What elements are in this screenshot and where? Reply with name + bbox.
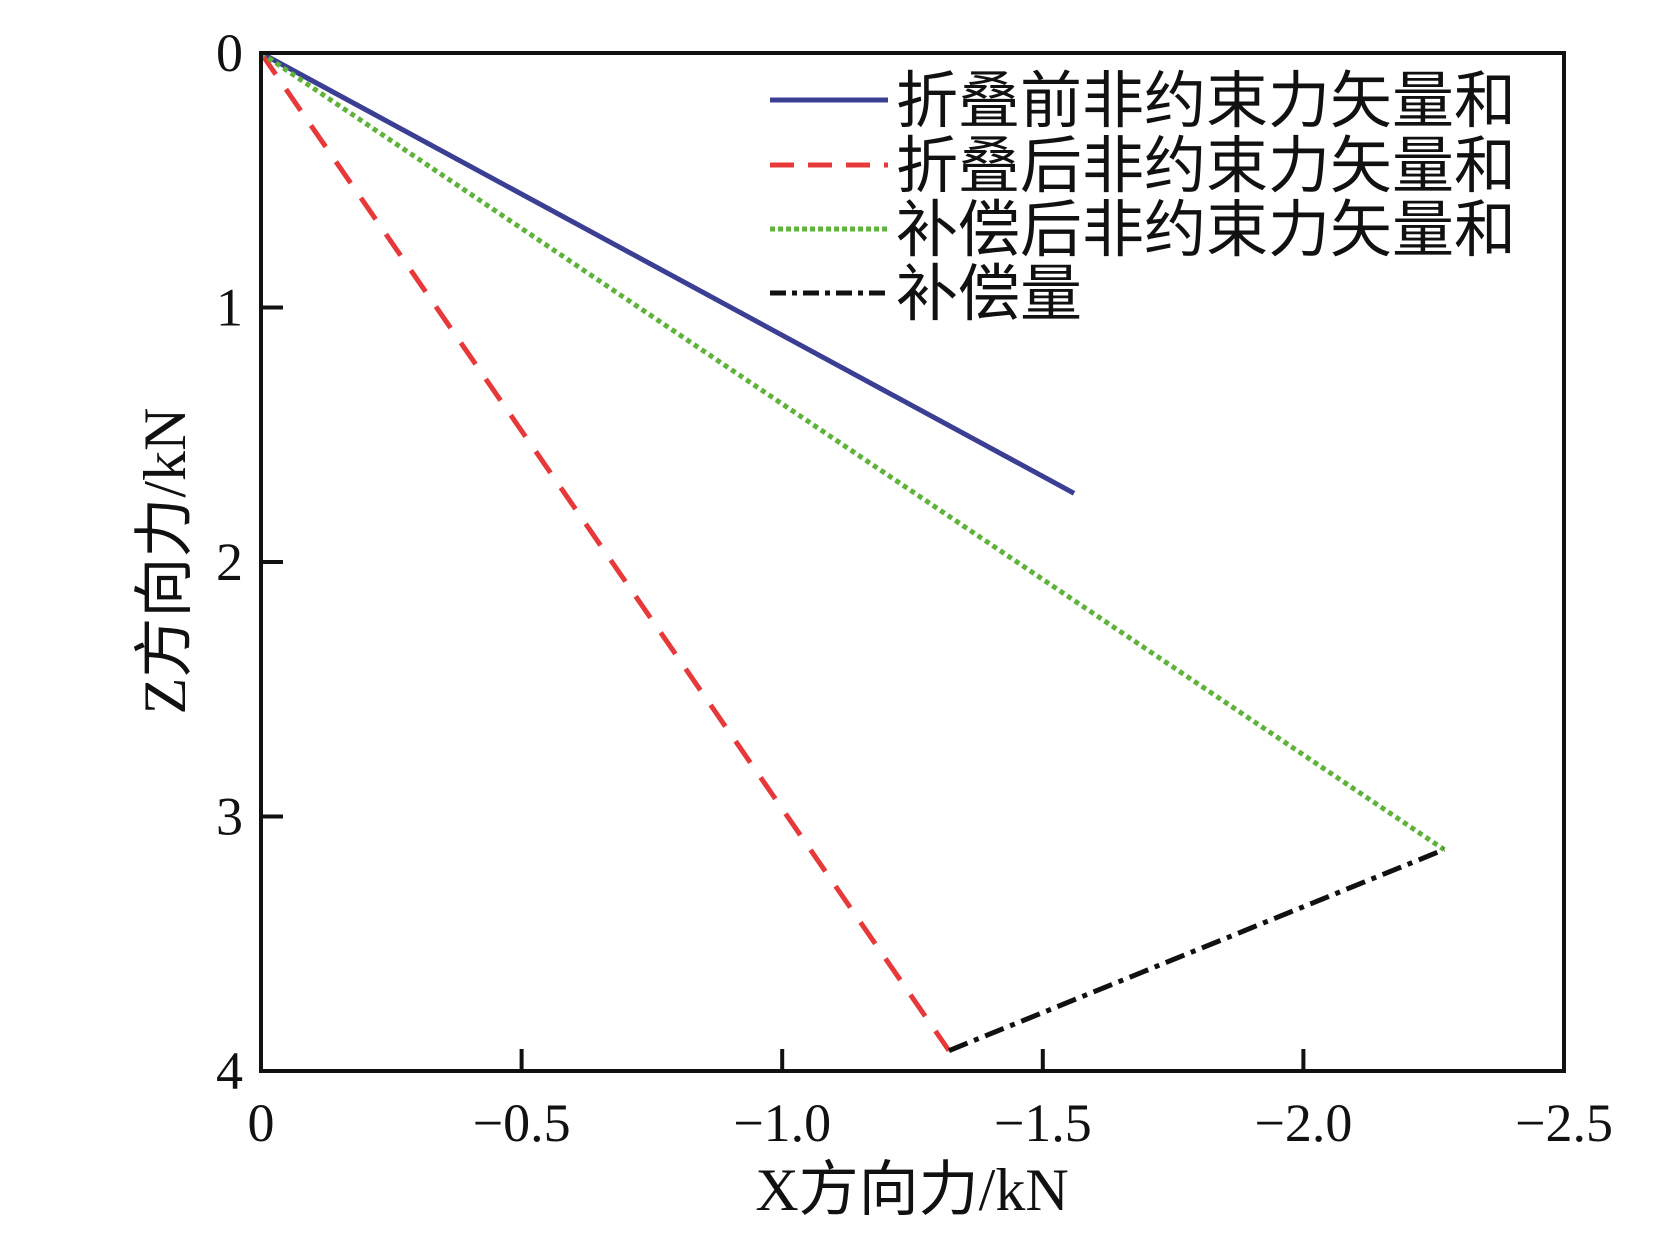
series-line-1 xyxy=(258,51,952,1053)
series-line-0 xyxy=(259,50,1076,496)
legend-label-3: 补偿量 xyxy=(896,261,1082,329)
x-tick-label: −2.5 xyxy=(1515,1093,1613,1153)
x-tick-label: −1.0 xyxy=(733,1093,831,1153)
legend-label-1: 折叠后非约束力矢量和 xyxy=(896,133,1516,201)
x-tick-label: −0.5 xyxy=(473,1093,571,1153)
legend-label-2: 补偿后非约束力矢量和 xyxy=(896,197,1516,265)
series-line-2 xyxy=(259,50,1446,852)
y-tick-label: 1 xyxy=(216,278,243,338)
x-tick-label: −2.0 xyxy=(1254,1093,1352,1153)
y-tick-label: 2 xyxy=(216,532,243,592)
x-axis-label: X方向力/kN xyxy=(755,1157,1068,1223)
y-tick-label: 4 xyxy=(216,1041,243,1101)
legend-label-0: 折叠前非约束力矢量和 xyxy=(896,68,1516,136)
series-layer xyxy=(258,50,1446,1053)
x-tick-label: 0 xyxy=(248,1093,275,1153)
y-tick-label: 0 xyxy=(216,23,243,83)
y-axis-label: Z方向力/kN xyxy=(132,408,198,715)
tick-layer: 0 −0.5 −1.0 −1.5 −2.0 −2.5 0 1 2 3 4 xyxy=(216,23,1613,1153)
y-tick-label: 3 xyxy=(216,787,243,847)
x-tick-label: −1.5 xyxy=(994,1093,1092,1153)
series-line-3 xyxy=(948,847,1446,1053)
